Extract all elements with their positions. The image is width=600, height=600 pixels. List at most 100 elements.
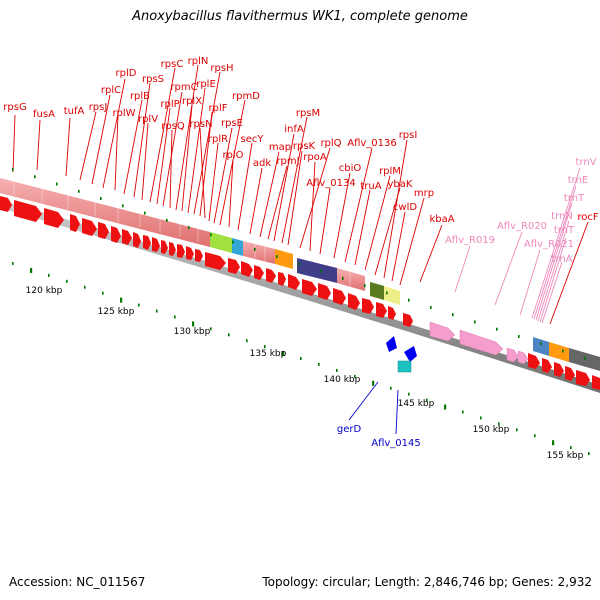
scale-label: 120 kbp bbox=[26, 286, 63, 296]
scale-tick bbox=[122, 204, 124, 208]
scale-tick bbox=[318, 362, 320, 366]
gene-arrow bbox=[388, 306, 396, 320]
genome-backbone bbox=[0, 200, 600, 393]
gene-arrow bbox=[98, 222, 109, 239]
gene-label: rplF bbox=[209, 103, 228, 114]
gene-arrow-track bbox=[0, 196, 600, 390]
gene-arrow bbox=[143, 235, 151, 250]
gene-label: truA bbox=[360, 181, 381, 192]
scale-tick bbox=[426, 398, 428, 402]
gene-label: rocF bbox=[577, 212, 599, 223]
scale-tick bbox=[496, 327, 498, 331]
scale-tick bbox=[354, 374, 356, 378]
gene-arrow-reverse bbox=[386, 336, 397, 352]
gene-arrow bbox=[195, 249, 203, 262]
gene-label: rpmD bbox=[232, 91, 260, 102]
rrna-track bbox=[429, 321, 529, 365]
gene-arrow bbox=[542, 358, 552, 373]
scale-tick bbox=[588, 452, 590, 456]
gene-label: rplO bbox=[222, 150, 243, 161]
scale-tick bbox=[540, 342, 542, 346]
gene-arrow bbox=[333, 288, 346, 305]
cog-block bbox=[370, 282, 384, 300]
scale-tick bbox=[246, 339, 248, 343]
scale-tick bbox=[452, 313, 454, 317]
gene-label: fusA bbox=[33, 109, 55, 120]
rrna-label: trnT bbox=[564, 193, 585, 204]
gene-label: rpsQ bbox=[161, 121, 185, 132]
gene-arrow bbox=[44, 208, 64, 228]
scale-tick bbox=[430, 305, 432, 309]
gene-label: secY bbox=[241, 134, 265, 145]
scale-tick bbox=[100, 197, 102, 201]
gene-label: Aflv_0134 bbox=[306, 178, 356, 189]
scale-tick bbox=[390, 386, 392, 390]
cog-block bbox=[243, 241, 275, 264]
scale-tick bbox=[300, 357, 302, 361]
gene-label: rplW bbox=[112, 108, 135, 119]
cog-block bbox=[533, 337, 549, 356]
gene-arrow bbox=[254, 265, 264, 280]
cog-block bbox=[275, 249, 293, 269]
scale-tick bbox=[298, 262, 300, 266]
gene-label: rpsI bbox=[399, 130, 418, 141]
gene-arrow bbox=[111, 226, 121, 243]
cog-block bbox=[232, 238, 243, 256]
gene-arrow bbox=[241, 261, 253, 277]
scale-tick bbox=[12, 168, 14, 171]
cog-block bbox=[337, 268, 365, 291]
scale-tick bbox=[264, 345, 266, 349]
gene-arrow bbox=[528, 353, 540, 369]
gene-label: mrp bbox=[414, 188, 434, 199]
gene-arrow bbox=[302, 279, 317, 296]
scale-tick bbox=[66, 279, 68, 283]
cog-block bbox=[549, 342, 569, 362]
gene-label: rpsE bbox=[221, 118, 243, 129]
scale-tick bbox=[232, 240, 234, 244]
gene-arrow bbox=[565, 366, 575, 381]
gene-label: cwlD bbox=[393, 202, 417, 213]
scale-tick bbox=[474, 320, 476, 324]
gene-arrow bbox=[82, 218, 97, 236]
scale-tick bbox=[138, 303, 140, 307]
scale-tick bbox=[30, 267, 33, 273]
scale-tick bbox=[78, 189, 80, 193]
gene-label: rpmC bbox=[170, 82, 197, 93]
scale-tick bbox=[156, 309, 158, 313]
gene-label: rpsJ bbox=[89, 102, 108, 113]
gene-label: rplM bbox=[379, 166, 401, 177]
gene-arrow bbox=[161, 240, 168, 254]
topology-text: Topology: circular; Length: 2,846,746 bp… bbox=[262, 575, 592, 589]
gene-label: rplD bbox=[116, 68, 137, 79]
scale-tick bbox=[56, 182, 58, 186]
cog-block bbox=[384, 286, 400, 305]
gene-label: infA bbox=[284, 124, 304, 135]
gene-arrow bbox=[70, 214, 80, 232]
gene-label: rpoA bbox=[303, 152, 327, 163]
cog-block bbox=[210, 232, 232, 253]
gene-arrow bbox=[362, 298, 374, 314]
scale-label: 135 kbp bbox=[250, 349, 287, 359]
gene-label: rplN bbox=[188, 56, 209, 67]
gene-arrow bbox=[228, 258, 240, 274]
gene-arrow bbox=[403, 313, 413, 327]
gene-label: rpsM bbox=[296, 108, 320, 119]
rrna-label: Aflv_R020 bbox=[497, 221, 547, 232]
cog-feature-band bbox=[0, 178, 600, 371]
scale-label: 155 kbp bbox=[547, 451, 584, 461]
gene-label: kbaA bbox=[429, 214, 454, 225]
gene-arrow bbox=[0, 196, 12, 212]
scale-label: 150 kbp bbox=[473, 425, 510, 435]
gene-arrow bbox=[186, 246, 194, 260]
scale-tick bbox=[320, 269, 322, 273]
page-title: Anoxybacillus flavithermus WK1, complete… bbox=[132, 9, 468, 24]
cog-block bbox=[0, 178, 210, 247]
gene-label: map bbox=[269, 142, 291, 153]
scale-tick bbox=[516, 428, 518, 432]
gene-arrow bbox=[122, 229, 132, 245]
rrna-arrow bbox=[506, 347, 519, 363]
scale-tick bbox=[282, 351, 285, 357]
reverse-strand-track bbox=[386, 336, 417, 373]
gene-label: cbiO bbox=[339, 163, 362, 174]
